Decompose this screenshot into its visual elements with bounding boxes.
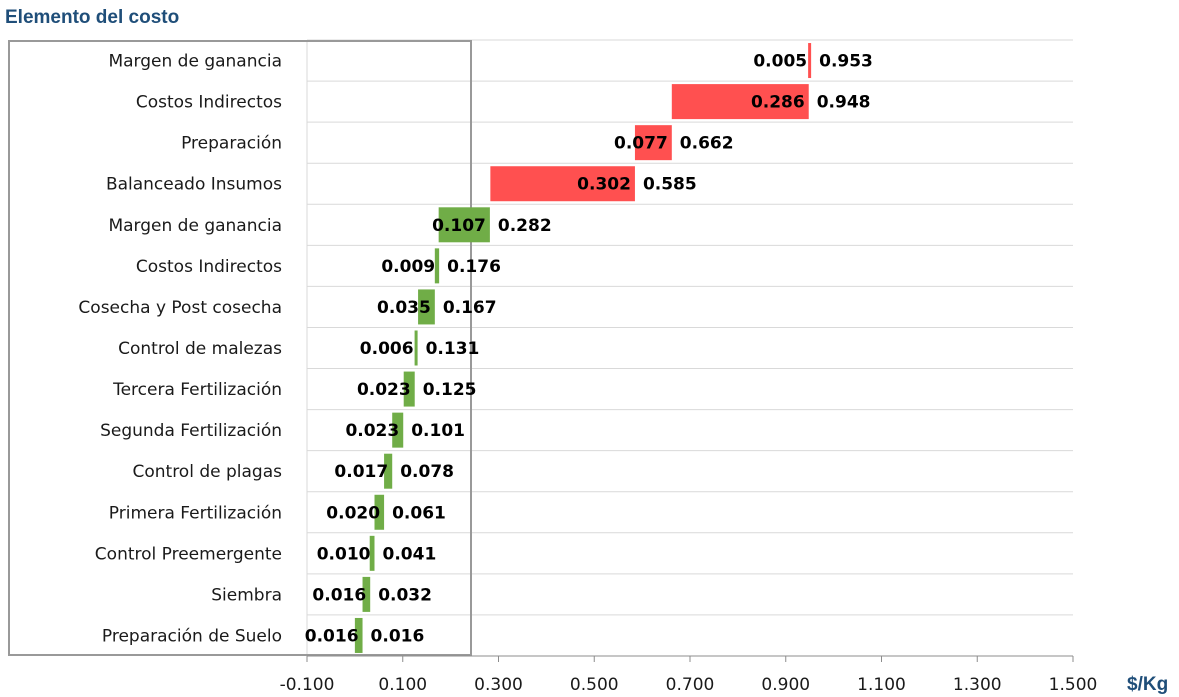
cumulative-value-label: 0.078 [400,462,454,482]
bar [808,43,812,79]
category-label: Cosecha y Post cosecha [78,298,282,318]
bar [414,330,418,366]
gridlines [306,39,1073,656]
increment-value-label: 0.010 [317,544,371,564]
category-label: Preparación de Suelo [102,626,282,646]
category-labels: Margen de ganancia Costos Indirectos Prepa… [78,52,282,647]
increment-value-label: 0.017 [334,462,388,482]
increment-value-label: 0.009 [381,257,435,277]
category-label: Preparación [181,134,282,154]
increment-value-label: 0.023 [345,421,399,441]
x-axis: -0.100 0.100 0.300 0.500 0.700 0.900 1.100 1.30… [280,655,1098,695]
bar [438,207,490,243]
x-tick-label: 0.700 [666,675,715,695]
cumulative-value-label: 0.131 [426,339,480,359]
bar [418,289,435,325]
increment-value-label: 0.006 [360,339,414,359]
cumulative-value-label: 0.585 [643,175,697,195]
x-tick-label: 0.100 [378,675,427,695]
bar [374,494,385,530]
cumulative-value-label: 0.101 [411,421,465,441]
increment-value-label: 0.020 [326,503,380,523]
x-tick-label: 1.100 [857,675,906,695]
x-tick-label: 1.500 [1049,675,1098,695]
increment-value-label: 0.077 [614,134,668,154]
cumulative-value-label: 0.061 [392,503,446,523]
bar [392,412,404,448]
bar [354,617,363,653]
cumulative-value-label: 0.167 [443,298,497,318]
increment-value-label: 0.005 [753,52,807,72]
category-label: Control de malezas [118,339,282,359]
cumulative-value-label: 0.176 [447,257,501,277]
increment-value-label: 0.107 [432,216,486,236]
cumulative-value-label: 0.948 [817,93,871,113]
bar [490,166,635,202]
bar [634,125,672,161]
increment-value-label: 0.023 [357,380,411,400]
bar [369,535,375,571]
bar [384,453,393,489]
x-tick-label: 0.500 [570,675,619,695]
category-label: Siembra [211,585,282,605]
value-labels: 0.005 0.953 0.286 0.948 0.077 0.662 0.302 0.585… [305,52,873,647]
cumulative-value-label: 0.032 [378,585,432,605]
cumulative-value-label: 0.041 [383,544,437,564]
bar [403,371,415,407]
category-label: Tercera Fertilización [112,380,282,400]
x-axis-unit: $/Kg [1127,674,1168,695]
category-label: Segunda Fertilización [100,421,282,441]
increment-value-label: 0.286 [751,93,805,113]
x-tick-label: 0.900 [761,675,810,695]
category-label: Margen de ganancia [108,52,282,72]
bar [671,84,809,120]
x-tick-label: 1.300 [953,675,1002,695]
increment-value-label: 0.035 [377,298,431,318]
bar [362,576,371,612]
bars [354,43,812,653]
category-label: Balanceado Insumos [106,175,282,195]
x-tick-label: -0.100 [280,675,335,695]
cumulative-value-label: 0.953 [819,52,873,72]
category-label-box [8,40,472,656]
category-label: Costos Indirectos [136,93,282,113]
x-tick-label: 0.300 [474,675,523,695]
cumulative-value-label: 0.282 [498,216,552,236]
bar [434,248,440,284]
cumulative-value-label: 0.016 [371,626,425,646]
category-label: Control Preemergente [95,544,282,564]
chart-title: Elemento del costo [5,7,179,28]
category-label: Primera Fertilización [109,503,282,523]
cumulative-value-label: 0.662 [680,134,734,154]
increment-value-label: 0.016 [305,626,359,646]
category-label: Margen de ganancia [108,216,282,236]
category-label: Control de plagas [132,462,282,482]
cumulative-value-label: 0.125 [423,380,477,400]
increment-value-label: 0.302 [577,175,631,195]
increment-value-label: 0.016 [312,585,366,605]
category-label: Costos Indirectos [136,257,282,277]
